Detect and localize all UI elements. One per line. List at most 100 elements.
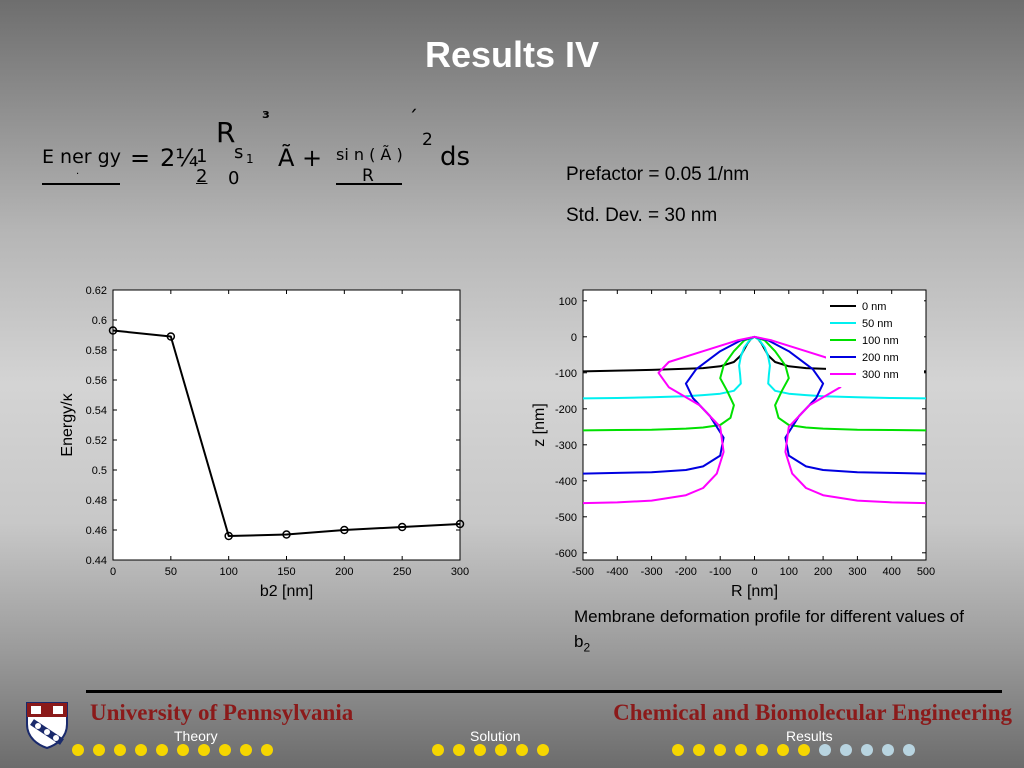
x-axis-label: R [nm] xyxy=(731,583,778,600)
nav-dot[interactable] xyxy=(735,744,747,756)
nav-dot[interactable] xyxy=(93,744,105,756)
university-name: University of Pennsylvania xyxy=(90,700,354,725)
eq-equals: = xyxy=(130,144,151,172)
nav-dot[interactable] xyxy=(777,744,789,756)
series-line-300-nm xyxy=(582,335,755,505)
membrane-profile-chart: -500 -400 -300 -200 -100 0 100 200 300 400 500 100 0… xyxy=(531,289,935,600)
y-tick-label: 0.58 xyxy=(86,345,107,357)
legend-entry: 100 nm xyxy=(862,335,899,347)
y-axis-label: z [nm] xyxy=(531,403,548,447)
series-line-200-nm xyxy=(582,335,755,475)
slide-title: Results IV xyxy=(424,34,600,75)
eq-lhs-dot: . xyxy=(76,166,80,177)
x-tick-label: 400 xyxy=(883,566,901,578)
energy-vs-b2-chart: 0 50 100 150 200 250 300 0.44 0.46 0.48 0.5 0.52 0.5… xyxy=(59,285,469,600)
legend-entry: 50 nm xyxy=(862,318,893,330)
x-tick-label: 0 xyxy=(110,566,116,578)
y-tick-label: 0.62 xyxy=(86,285,107,297)
y-tick-label: 0.5 xyxy=(92,465,107,477)
y-axis-label: Energy/κ xyxy=(59,392,76,456)
y-tick-label: 0.46 xyxy=(86,525,107,537)
data-point xyxy=(166,332,176,341)
nav-dot[interactable] xyxy=(261,744,273,756)
plot-area xyxy=(112,289,461,561)
x-tick-label: 200 xyxy=(335,566,353,578)
nav-dot[interactable] xyxy=(537,744,549,756)
x-tick-label: 200 xyxy=(814,566,832,578)
series-line-200-nm xyxy=(754,335,927,475)
y-tick-label: 0.52 xyxy=(86,435,107,447)
x-tick-label: 150 xyxy=(277,566,295,578)
nav-dot[interactable] xyxy=(840,744,852,756)
nav-dot[interactable] xyxy=(453,744,465,756)
y-tick-label: -400 xyxy=(555,476,577,488)
nav-dot[interactable] xyxy=(219,744,231,756)
nav-dot[interactable] xyxy=(114,744,126,756)
eq-frac-den: 2 xyxy=(196,166,208,187)
x-tick-label: 300 xyxy=(451,566,469,578)
x-tick-label: 500 xyxy=(917,566,935,578)
nav-dot[interactable] xyxy=(861,744,873,756)
nav-dot[interactable] xyxy=(495,744,507,756)
nav-dot[interactable] xyxy=(198,744,210,756)
nav-dot[interactable] xyxy=(156,744,168,756)
nav-dot[interactable] xyxy=(516,744,528,756)
data-point xyxy=(224,531,233,541)
nav-dot[interactable] xyxy=(72,744,84,756)
data-point xyxy=(455,519,465,529)
series-line-100-nm xyxy=(582,335,755,432)
nav-dot[interactable] xyxy=(672,744,684,756)
penn-shield-logo xyxy=(26,702,68,750)
eq-frac-num: 1 xyxy=(196,146,208,167)
eq-int-upper-sub: 1 xyxy=(246,152,254,166)
x-axis-label: b2 [nm] xyxy=(260,583,313,600)
eq-sin-bar xyxy=(336,183,402,185)
caption-subscript: 2 xyxy=(583,640,591,655)
y-tick-label: 0 xyxy=(571,332,577,344)
data-point xyxy=(108,326,118,335)
nav-dot[interactable] xyxy=(756,744,768,756)
stddev-label: Std. Dev. = 30 nm xyxy=(566,205,718,226)
caption-text: Membrane deformation profile for differe… xyxy=(574,607,964,651)
nav-dot[interactable] xyxy=(474,744,486,756)
eq-power: 2 xyxy=(422,130,433,150)
nav-dot[interactable] xyxy=(882,744,894,756)
y-tick-label: -200 xyxy=(555,404,577,416)
nav-dot[interactable] xyxy=(432,744,444,756)
data-point xyxy=(282,530,291,539)
eq-int-upper: s xyxy=(234,142,244,163)
eq-lhs: E ner gy xyxy=(42,146,121,168)
y-tick-label: 0.56 xyxy=(86,375,107,387)
series-line-50-nm xyxy=(582,335,756,400)
y-tick-label: -500 xyxy=(555,512,577,524)
eq-sin-den: R xyxy=(362,166,374,186)
y-tick-label: 100 xyxy=(559,296,577,308)
eq-sin-num: si n ( Ã ) xyxy=(336,145,403,164)
x-tick-label: 0 xyxy=(751,566,757,578)
nav-dot[interactable] xyxy=(240,744,252,756)
y-tick-label: -600 xyxy=(555,548,577,560)
nav-solution[interactable]: Solution xyxy=(470,728,521,744)
x-tick-label: 100 xyxy=(780,566,798,578)
y-tick-label: 0.44 xyxy=(86,555,107,567)
series-line-100-nm xyxy=(754,335,927,432)
x-tick-label: 250 xyxy=(393,566,411,578)
nav-dot[interactable] xyxy=(798,744,810,756)
eq-acute: ´ xyxy=(408,106,418,130)
nav-dot[interactable] xyxy=(903,744,915,756)
nav-dot[interactable] xyxy=(714,744,726,756)
footer-divider xyxy=(86,690,1002,693)
data-point xyxy=(397,522,407,532)
eq-lhs-bar xyxy=(42,183,120,185)
nav-theory[interactable]: Theory xyxy=(174,728,218,744)
nav-dot[interactable] xyxy=(135,744,147,756)
prefactor-label: Prefactor = 0.05 1/nm xyxy=(566,164,750,185)
nav-dot[interactable] xyxy=(693,744,705,756)
eq-atilde-plus: Ã + xyxy=(278,144,323,172)
nav-dot[interactable] xyxy=(819,744,831,756)
y-tick-label: 0.54 xyxy=(86,405,107,417)
nav-dot[interactable] xyxy=(177,744,189,756)
nav-results[interactable]: Results xyxy=(786,728,833,744)
series-line xyxy=(112,329,461,537)
y-tick-label: -100 xyxy=(555,368,577,380)
